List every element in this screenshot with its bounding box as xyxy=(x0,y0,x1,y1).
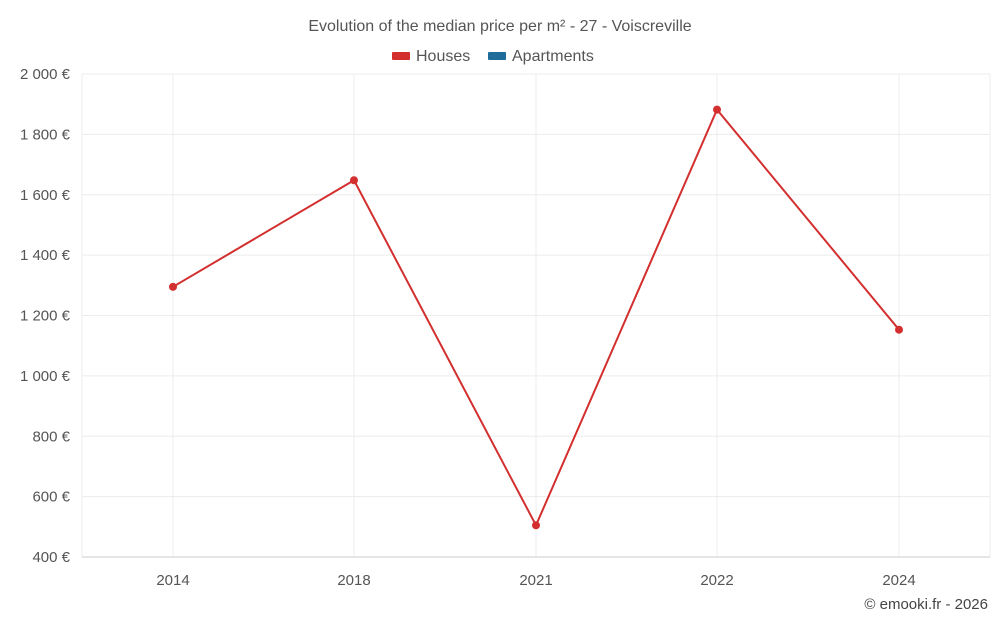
legend: Houses Apartments xyxy=(392,48,594,65)
x-tick-label: 2014 xyxy=(156,572,189,589)
y-tick-label: 2 000 € xyxy=(20,66,71,83)
x-tick-label: 2018 xyxy=(337,572,370,589)
legend-item-apartments[interactable]: Apartments xyxy=(488,48,594,65)
y-tick-label: 400 € xyxy=(32,549,70,566)
chart-title: Evolution of the median price per m² - 2… xyxy=(308,18,691,35)
x-gridlines xyxy=(81,74,991,557)
y-tick-label: 1 600 € xyxy=(20,187,71,204)
x-tick-label: 2021 xyxy=(519,572,552,589)
legend-swatch-apartments xyxy=(488,52,506,60)
x-tick-label: 2022 xyxy=(700,572,733,589)
legend-label-apartments: Apartments xyxy=(512,48,594,65)
y-axis-ticks: 400 € 600 € 800 € 1 000 € 1 200 € 1 400 € 1 60… xyxy=(20,66,71,566)
legend-label-houses: Houses xyxy=(416,48,470,65)
y-tick-label: 1 400 € xyxy=(20,247,71,264)
y-tick-label: 600 € xyxy=(32,489,70,506)
plot-area xyxy=(169,105,903,530)
y-tick-label: 1 800 € xyxy=(20,126,71,143)
y-tick-label: 1 200 € xyxy=(20,308,71,325)
legend-item-houses[interactable]: Houses xyxy=(392,48,470,65)
data-point-houses-2024[interactable] xyxy=(895,325,903,334)
y-tick-label: 1 000 € xyxy=(20,368,71,385)
data-point-houses-2018[interactable] xyxy=(350,176,358,185)
x-axis-ticks: 2014 2018 2021 2022 2024 xyxy=(156,572,915,589)
data-point-houses-2022[interactable] xyxy=(713,105,721,114)
y-tick-label: 800 € xyxy=(32,428,70,445)
data-point-houses-2021[interactable] xyxy=(532,521,540,530)
x-tick-label: 2024 xyxy=(882,572,915,589)
credit-text: © emooki.fr - 2026 xyxy=(864,596,988,613)
data-point-houses-2014[interactable] xyxy=(169,282,177,291)
legend-swatch-houses xyxy=(392,52,410,60)
